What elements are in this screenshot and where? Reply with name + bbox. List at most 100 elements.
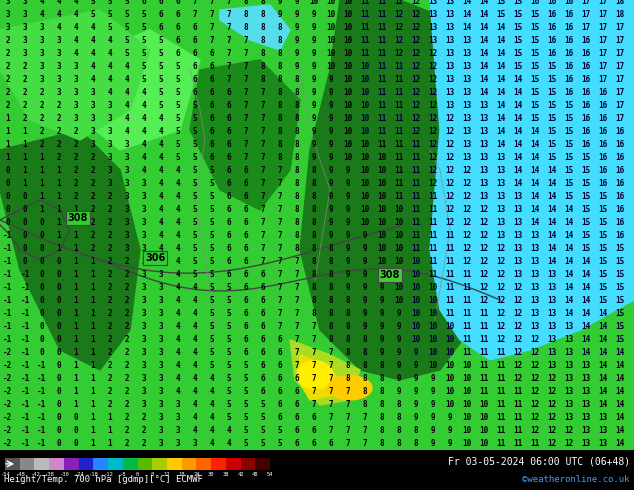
Text: 16: 16 — [581, 89, 591, 98]
Text: 10: 10 — [411, 296, 420, 305]
Text: 2: 2 — [141, 414, 146, 422]
Text: 2: 2 — [141, 426, 146, 435]
Text: 7: 7 — [278, 296, 282, 305]
Text: 3: 3 — [158, 387, 164, 396]
Text: 7: 7 — [328, 387, 333, 396]
Text: 5: 5 — [193, 179, 197, 189]
Text: 2: 2 — [125, 322, 129, 331]
Text: 7: 7 — [295, 257, 299, 267]
Text: 10: 10 — [360, 127, 370, 136]
Text: 17: 17 — [581, 10, 591, 20]
Text: 5: 5 — [227, 414, 231, 422]
Text: 0: 0 — [23, 257, 27, 267]
Text: 14: 14 — [531, 167, 540, 175]
Text: 7: 7 — [346, 400, 351, 409]
Text: 4: 4 — [193, 414, 197, 422]
Text: 7: 7 — [243, 141, 249, 149]
Text: 7: 7 — [312, 374, 316, 383]
Text: 14: 14 — [616, 348, 624, 357]
Text: 12: 12 — [479, 270, 489, 279]
Text: 9: 9 — [312, 101, 316, 110]
Text: 14: 14 — [479, 62, 489, 72]
Text: 5: 5 — [227, 387, 231, 396]
Text: 10: 10 — [429, 309, 437, 318]
Text: 4: 4 — [125, 101, 129, 110]
Text: 10: 10 — [377, 179, 387, 189]
Text: 13: 13 — [479, 101, 489, 110]
Text: 6: 6 — [227, 179, 231, 189]
Text: 14: 14 — [479, 36, 489, 46]
Text: 13: 13 — [531, 296, 540, 305]
Text: 15: 15 — [598, 231, 607, 241]
Text: 5: 5 — [91, 0, 95, 6]
Text: 9: 9 — [380, 283, 384, 293]
Text: 7: 7 — [363, 414, 367, 422]
Text: 5: 5 — [176, 153, 180, 163]
Text: 7: 7 — [210, 36, 214, 46]
Text: 10: 10 — [327, 62, 335, 72]
Text: 14: 14 — [496, 49, 506, 58]
Text: 3: 3 — [141, 193, 146, 201]
Text: 9: 9 — [363, 245, 367, 253]
Text: -1: -1 — [3, 322, 13, 331]
Text: 4: 4 — [56, 0, 61, 6]
Bar — [138, 458, 152, 470]
Text: 0: 0 — [56, 257, 61, 267]
Text: 10: 10 — [394, 205, 404, 215]
Text: -2: -2 — [3, 400, 13, 409]
Text: 11: 11 — [496, 414, 506, 422]
Text: 10: 10 — [445, 322, 455, 331]
Text: 6: 6 — [158, 10, 164, 20]
Text: 9: 9 — [312, 115, 316, 123]
Text: -1: -1 — [3, 245, 13, 253]
Text: 5: 5 — [210, 167, 214, 175]
Text: 11: 11 — [377, 0, 387, 6]
Text: 5: 5 — [210, 179, 214, 189]
Text: 9: 9 — [328, 153, 333, 163]
Text: 5: 5 — [193, 205, 197, 215]
Text: 5: 5 — [176, 101, 180, 110]
Text: 6: 6 — [243, 205, 249, 215]
Text: -8: -8 — [120, 472, 126, 477]
Text: 5: 5 — [125, 24, 129, 32]
Text: 11: 11 — [445, 283, 455, 293]
Text: 0: 0 — [56, 414, 61, 422]
Text: 17: 17 — [616, 24, 624, 32]
Text: 2: 2 — [23, 62, 27, 72]
Text: 0: 0 — [56, 296, 61, 305]
Text: 15: 15 — [514, 10, 522, 20]
Text: 8: 8 — [243, 24, 249, 32]
Text: 2: 2 — [74, 127, 79, 136]
Text: 1: 1 — [74, 348, 79, 357]
Text: 16: 16 — [581, 141, 591, 149]
Text: 6: 6 — [227, 257, 231, 267]
Text: 10: 10 — [462, 387, 472, 396]
Text: 6: 6 — [261, 348, 265, 357]
Text: 2: 2 — [125, 296, 129, 305]
Text: 9: 9 — [312, 49, 316, 58]
Text: 10: 10 — [344, 153, 353, 163]
Text: 13: 13 — [547, 309, 557, 318]
Text: 10: 10 — [462, 374, 472, 383]
Text: 9: 9 — [328, 167, 333, 175]
Text: 7: 7 — [312, 400, 316, 409]
Text: 9: 9 — [328, 141, 333, 149]
Text: 12: 12 — [514, 296, 522, 305]
Text: 12: 12 — [429, 75, 437, 84]
Text: 9: 9 — [397, 322, 401, 331]
Text: 5: 5 — [227, 296, 231, 305]
Text: 5: 5 — [210, 219, 214, 227]
Text: 15: 15 — [564, 101, 574, 110]
Text: 3: 3 — [23, 10, 27, 20]
Text: 6: 6 — [210, 101, 214, 110]
Text: 12: 12 — [514, 361, 522, 370]
Text: 12: 12 — [531, 426, 540, 435]
Text: 8: 8 — [295, 231, 299, 241]
Text: -1: -1 — [3, 257, 13, 267]
Text: 13: 13 — [496, 153, 506, 163]
Text: 12: 12 — [531, 414, 540, 422]
Text: 15: 15 — [531, 101, 540, 110]
Text: 9: 9 — [363, 296, 367, 305]
Text: 5: 5 — [141, 75, 146, 84]
Text: 15: 15 — [564, 115, 574, 123]
